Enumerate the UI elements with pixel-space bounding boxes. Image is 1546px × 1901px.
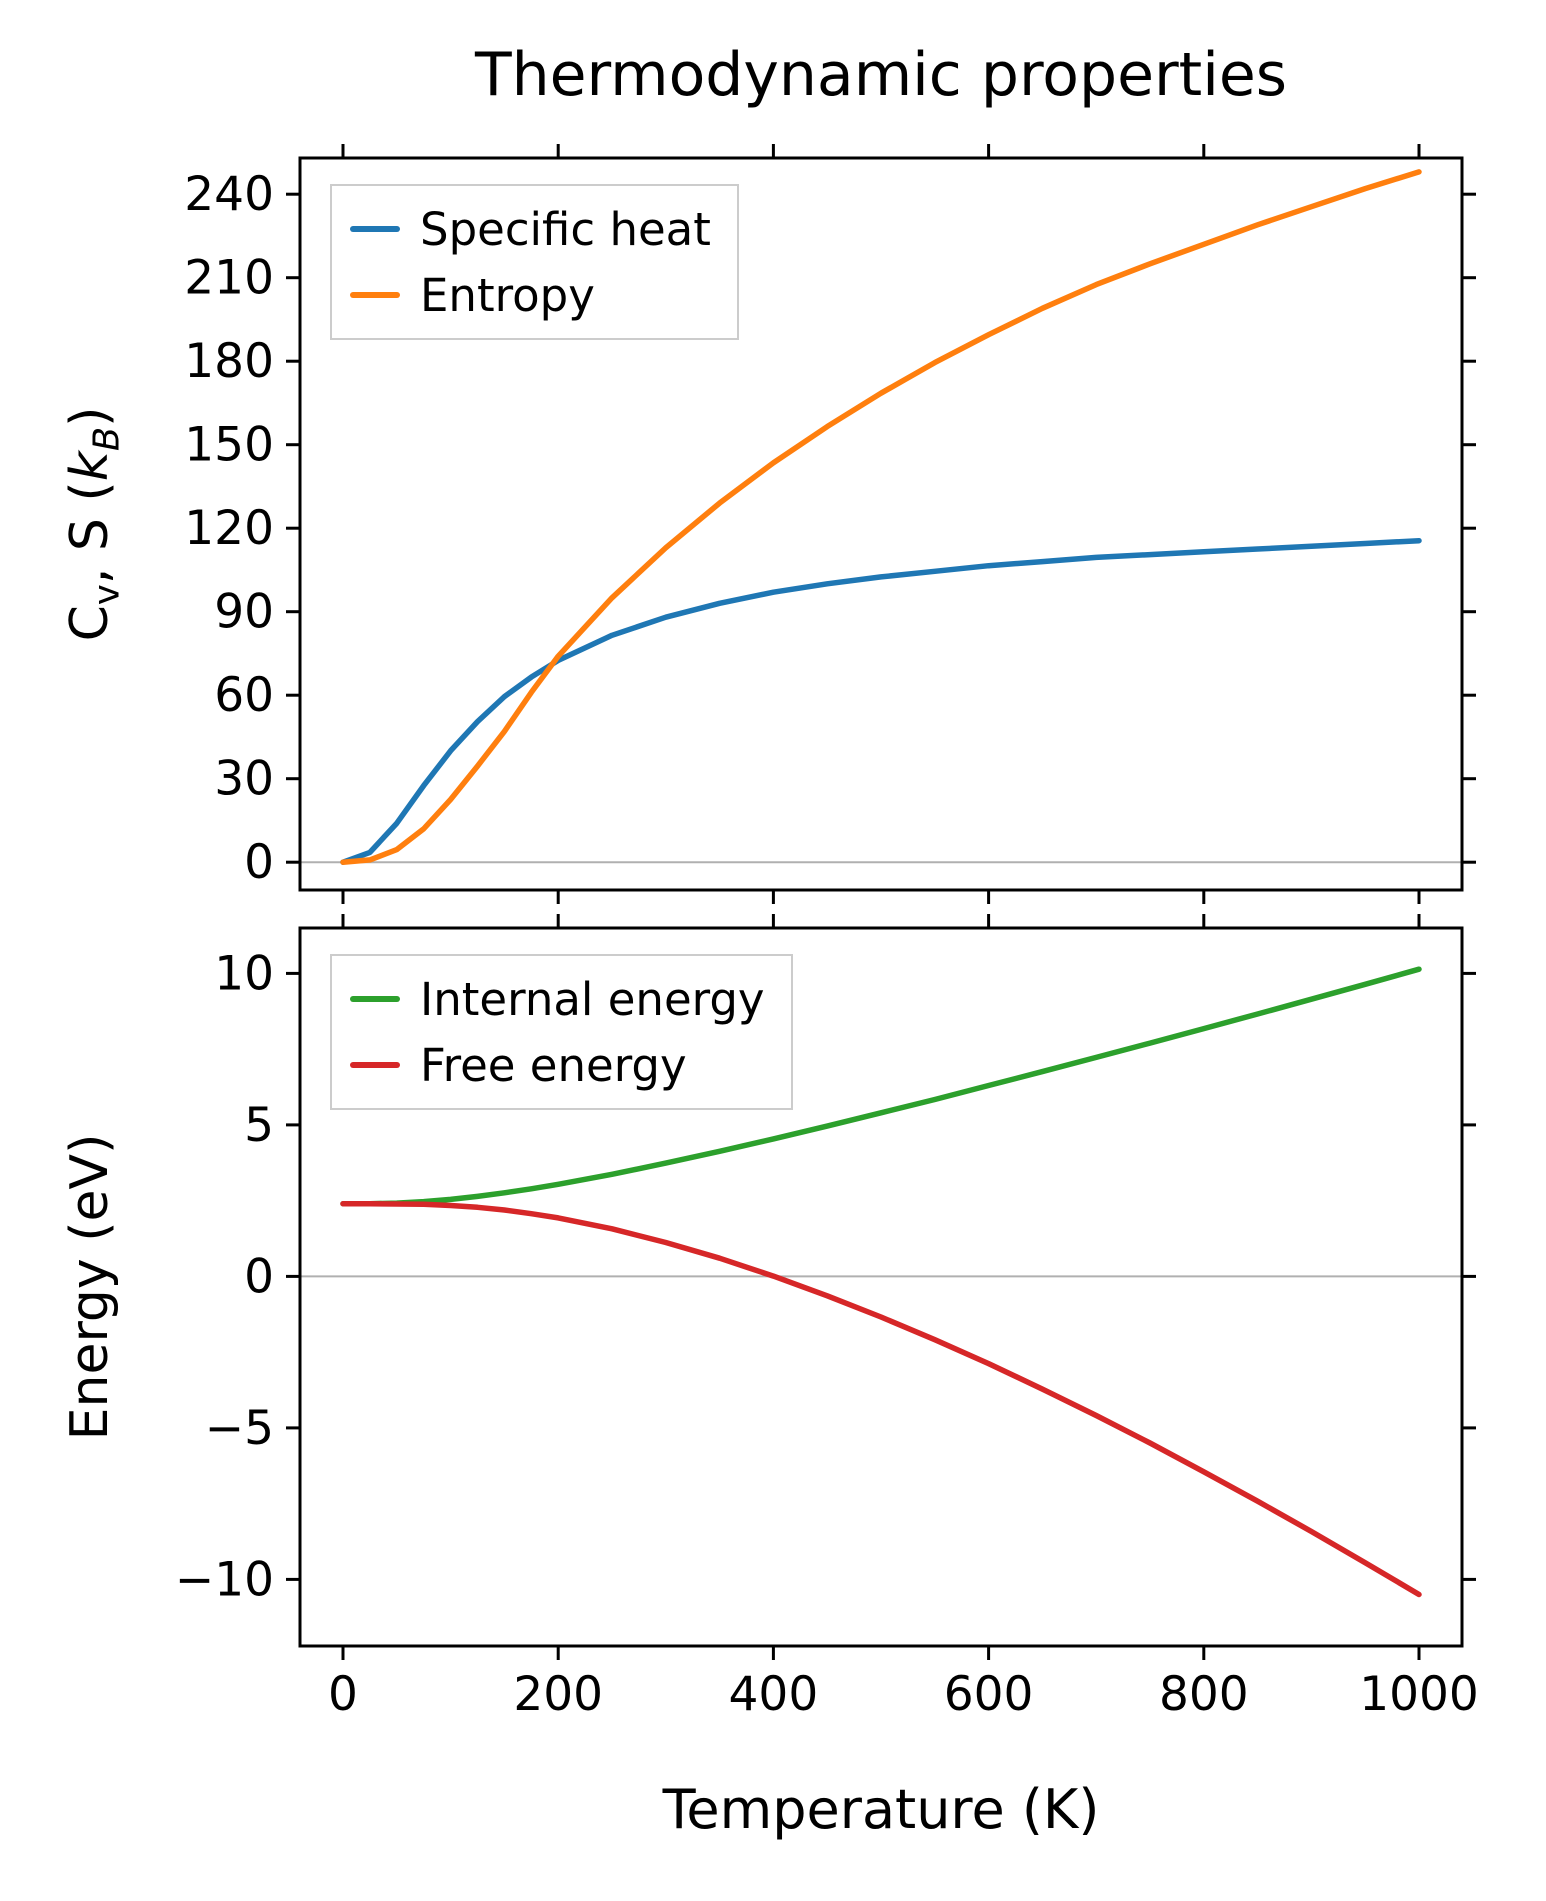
legend-label-entropy: Entropy <box>420 268 595 322</box>
y-tick-label: 0 <box>244 1249 274 1304</box>
x-tick-label: 800 <box>1159 1667 1249 1722</box>
entropy-curve <box>340 169 1422 865</box>
y-tick-label: 120 <box>184 501 274 556</box>
legend-label-internal-energy: Internal energy <box>420 972 765 1026</box>
bottom-legend: Internal energy Free energy <box>330 954 793 1110</box>
ylabel-close-paren: ) <box>60 406 120 427</box>
specific-heat-line-swatch <box>350 226 400 232</box>
x-axis-label: Temperature (K) <box>662 1778 1100 1841</box>
legend-label-free-energy: Free energy <box>420 1038 687 1092</box>
energy-panel: 0 200 400 600 800 1000 −10 −5 0 5 10 <box>175 914 1479 1722</box>
y-tick-label: 240 <box>184 167 274 222</box>
top-legend: Specific heat Entropy <box>330 184 739 340</box>
y-tick-label: 10 <box>214 946 274 1001</box>
y-tick-label: 180 <box>184 334 274 389</box>
cv-entropy-panel: 0 30 60 90 120 150 180 210 240 <box>184 144 1476 904</box>
legend-item-internal-energy: Internal energy <box>350 968 765 1030</box>
free-energy-curve <box>340 1200 1422 1598</box>
ylabel-separator: , S ( <box>60 481 120 585</box>
y-tick-label: 60 <box>214 668 274 723</box>
ylabel-cv-symbol: C <box>60 605 120 642</box>
figure-title: Thermodynamic properties <box>474 40 1288 110</box>
ylabel-kb-subscript: B <box>86 426 128 452</box>
top-y-axis-label: Cv, S (kB) <box>58 154 127 894</box>
ylabel-cv-subscript: v <box>86 584 128 606</box>
legend-item-specific-heat: Specific heat <box>350 198 711 260</box>
x-tick-label: 400 <box>729 1667 819 1722</box>
free-energy-line-swatch <box>350 1062 400 1068</box>
bottom-y-axis-label: Energy (eV) <box>60 1133 120 1441</box>
cv-entropy-spines <box>298 156 1464 892</box>
ylabel-kb-symbol: k <box>60 451 120 482</box>
internal-energy-curve <box>340 966 1422 1207</box>
x-tick-label: 0 <box>328 1667 358 1722</box>
x-tick-label: 1000 <box>1359 1667 1479 1722</box>
entropy-line-swatch <box>350 292 400 298</box>
y-tick-label: 90 <box>214 585 274 640</box>
x-tick-label: 600 <box>944 1667 1034 1722</box>
y-tick-label: 150 <box>184 418 274 473</box>
legend-label-specific-heat: Specific heat <box>420 202 711 256</box>
y-tick-label: −10 <box>175 1552 274 1607</box>
y-tick-label: 5 <box>244 1098 274 1153</box>
legend-item-free-energy: Free energy <box>350 1034 765 1096</box>
y-tick-label: −5 <box>205 1401 274 1456</box>
x-tick-label: 200 <box>513 1667 603 1722</box>
energy-spines <box>298 926 1464 1648</box>
internal-energy-line-swatch <box>350 996 400 1002</box>
y-tick-label: 30 <box>214 752 274 807</box>
y-tick-label: 210 <box>184 251 274 306</box>
y-tick-label: 0 <box>244 835 274 890</box>
legend-item-entropy: Entropy <box>350 264 711 326</box>
specific-heat-curve <box>340 537 1422 865</box>
